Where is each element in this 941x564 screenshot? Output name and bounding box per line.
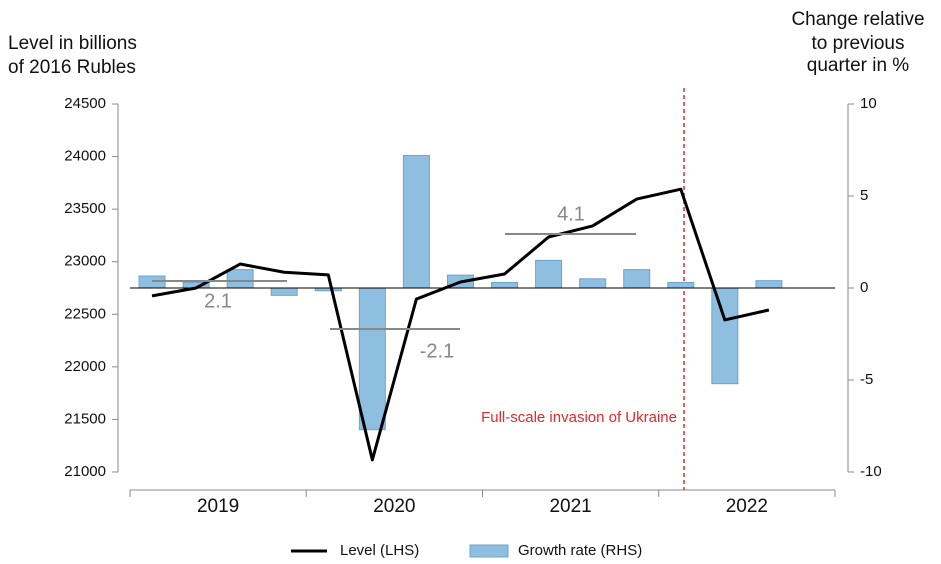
y-tick-label: 22500 — [64, 305, 106, 322]
bar — [402, 155, 430, 289]
bar — [535, 259, 563, 289]
y-tick-label: 23500 — [64, 200, 106, 217]
bar — [358, 287, 386, 431]
annotation-label: 4.1 — [557, 203, 585, 225]
event-label: Full-scale invasion of Ukraine — [481, 409, 677, 426]
bar — [579, 278, 607, 289]
x-tick-label: 2019 — [197, 496, 239, 517]
x-tick-label: 2021 — [549, 496, 591, 517]
y-axis-title: of 2016 Rubles — [8, 57, 136, 78]
annotation-label: 2.1 — [204, 290, 232, 312]
line — [151, 187, 770, 462]
bar — [226, 269, 254, 289]
y2-tick-label: 0 — [860, 279, 868, 296]
bar — [755, 280, 783, 289]
annotation-label: -2.1 — [420, 340, 454, 362]
bar — [667, 281, 695, 289]
y-tick-label: 24000 — [64, 148, 106, 165]
legend-label: Level (LHS) — [340, 542, 419, 559]
y2-tick-label: -10 — [860, 463, 882, 480]
legend-label: Growth rate (RHS) — [518, 542, 642, 559]
y2-tick-label: 5 — [860, 187, 868, 204]
y-tick-label: 23000 — [64, 253, 106, 270]
y2-tick-label: -5 — [860, 371, 873, 388]
y2-axis-title: to previous — [812, 33, 905, 54]
bar — [623, 269, 651, 289]
y2-axis-title: Change relative — [791, 9, 924, 30]
y2-axis-title: quarter in % — [807, 55, 910, 76]
x-tick-label: 2020 — [373, 496, 415, 517]
bar — [491, 281, 519, 289]
y-tick-label: 22000 — [64, 358, 106, 375]
y-tick-label: 21000 — [64, 463, 106, 480]
y-tick-label: 24500 — [64, 95, 106, 112]
x-tick-label: 2022 — [726, 496, 768, 517]
y-tick-label: 21500 — [64, 410, 106, 427]
bar — [138, 275, 166, 289]
bar — [711, 287, 739, 385]
legend-swatch — [469, 544, 509, 558]
bar — [270, 287, 298, 296]
y-axis-title: Level in billions — [8, 33, 137, 54]
y2-tick-label: 10 — [860, 95, 877, 112]
